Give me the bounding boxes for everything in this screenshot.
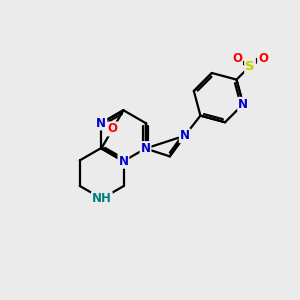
Text: S: S (245, 60, 255, 73)
Text: N: N (96, 116, 106, 130)
Text: O: O (232, 52, 242, 65)
Text: NH: NH (92, 192, 112, 205)
Text: O: O (108, 122, 118, 136)
Text: N: N (140, 142, 151, 155)
Text: O: O (258, 52, 268, 65)
Text: N: N (238, 98, 248, 111)
Text: N: N (118, 155, 128, 168)
Text: N: N (180, 129, 190, 142)
